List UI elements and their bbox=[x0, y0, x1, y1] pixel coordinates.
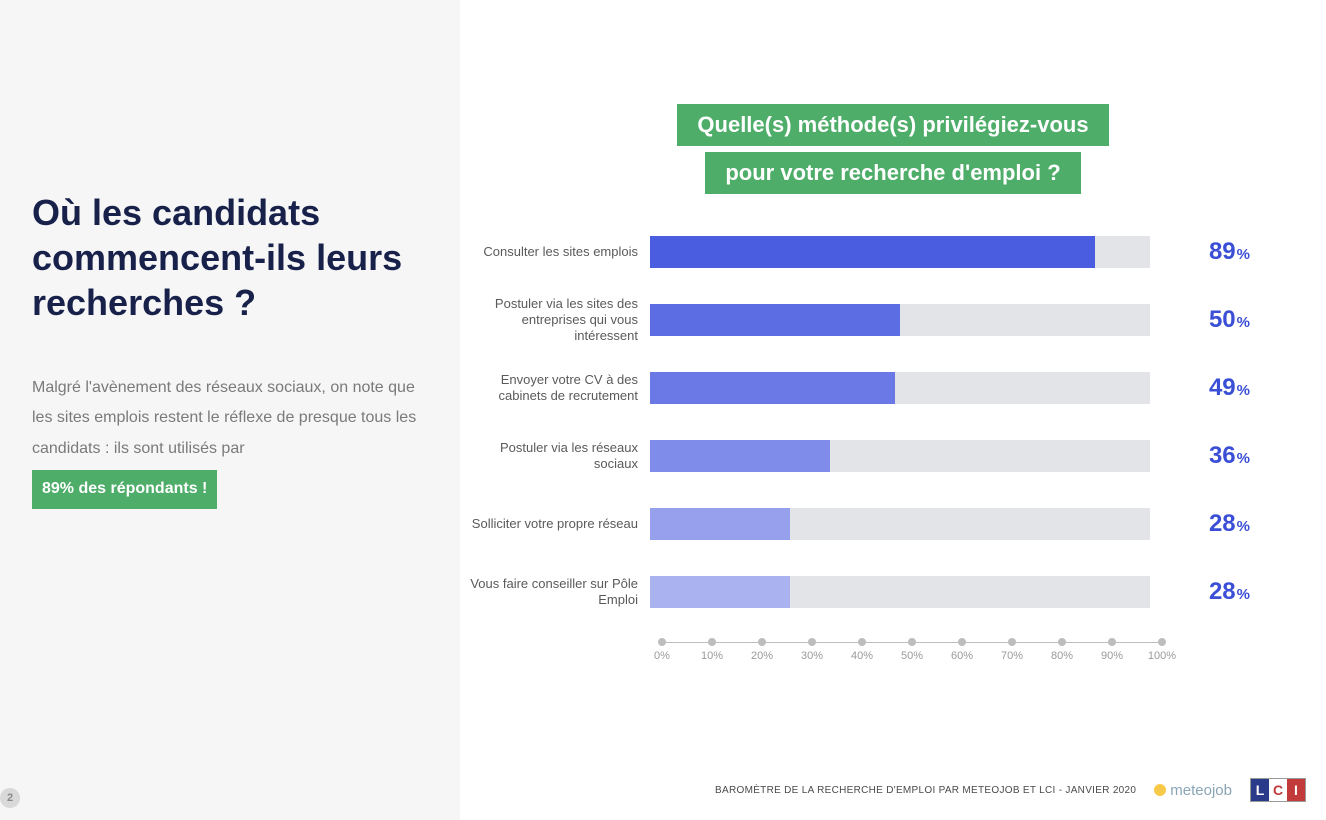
bar-fill bbox=[650, 576, 790, 608]
bar-track bbox=[650, 440, 1150, 472]
axis-tick bbox=[708, 638, 716, 646]
bar-fill bbox=[650, 304, 900, 336]
axis-tick bbox=[658, 638, 666, 646]
bar-label: Envoyer votre CV à des cabinets de recru… bbox=[470, 372, 650, 405]
axis-tick-label: 20% bbox=[751, 650, 773, 662]
meteojob-logo: meteojob bbox=[1154, 782, 1232, 799]
axis-tick bbox=[908, 638, 916, 646]
bar-label: Vous faire conseiller sur Pôle Emploi bbox=[470, 576, 650, 609]
lci-letter: C bbox=[1269, 779, 1287, 801]
axis-tick-label: 50% bbox=[901, 650, 923, 662]
chart-row: Consulter les sites emplois 89% bbox=[470, 230, 1300, 274]
bar-track bbox=[650, 508, 1150, 540]
question-line-1: Quelle(s) méthode(s) privilégiez-vous bbox=[677, 104, 1108, 146]
question-heading: Quelle(s) méthode(s) privilégiez-vous po… bbox=[460, 104, 1326, 194]
highlight-badge: 89% des répondants ! bbox=[32, 470, 217, 508]
left-panel: Où les candidats commencent-ils leurs re… bbox=[0, 0, 460, 820]
chart-row: Envoyer votre CV à des cabinets de recru… bbox=[470, 366, 1300, 410]
axis-tick bbox=[1108, 638, 1116, 646]
intro-paragraph: Malgré l'avènement des réseaux sociaux, … bbox=[32, 373, 420, 509]
bar-fill bbox=[650, 508, 790, 540]
bar-chart: Consulter les sites emplois 89% Postuler v… bbox=[470, 230, 1300, 668]
axis-tick bbox=[1158, 638, 1166, 646]
bar-value: 28% bbox=[1150, 578, 1250, 606]
bar-fill bbox=[650, 372, 895, 404]
axis-tick-label: 80% bbox=[1051, 650, 1073, 662]
page-number: 2 bbox=[0, 788, 20, 808]
lci-letter: L bbox=[1251, 779, 1269, 801]
sun-icon bbox=[1154, 784, 1166, 796]
footer-text: BAROMÈTRE DE LA RECHERCHE D'EMPLOI PAR M… bbox=[715, 785, 1136, 796]
footer: BAROMÈTRE DE LA RECHERCHE D'EMPLOI PAR M… bbox=[715, 778, 1306, 802]
axis-tick-label: 30% bbox=[801, 650, 823, 662]
bar-label: Consulter les sites emplois bbox=[470, 244, 650, 260]
bar-track bbox=[650, 576, 1150, 608]
chart-row: Postuler via les réseaux sociaux 36% bbox=[470, 434, 1300, 478]
axis-tick bbox=[858, 638, 866, 646]
right-panel: Quelle(s) méthode(s) privilégiez-vous po… bbox=[460, 0, 1326, 820]
lci-logo: LCI bbox=[1250, 778, 1306, 802]
axis-tick-label: 40% bbox=[851, 650, 873, 662]
bar-value: 89% bbox=[1150, 238, 1250, 266]
axis-tick bbox=[958, 638, 966, 646]
axis-tick bbox=[1058, 638, 1066, 646]
axis-tick-label: 90% bbox=[1101, 650, 1123, 662]
axis-tick-label: 60% bbox=[951, 650, 973, 662]
chart-row: Postuler via les sites des entreprises q… bbox=[470, 298, 1300, 342]
bar-fill bbox=[650, 440, 830, 472]
bar-value: 36% bbox=[1150, 442, 1250, 470]
meteojob-label: meteojob bbox=[1170, 782, 1232, 799]
bar-label: Postuler via les réseaux sociaux bbox=[470, 440, 650, 473]
x-axis: 0%10%20%30%40%50%60%70%80%90%100% bbox=[662, 638, 1162, 668]
bar-value: 50% bbox=[1150, 306, 1250, 334]
bar-track bbox=[650, 236, 1150, 268]
bar-value: 49% bbox=[1150, 374, 1250, 402]
axis-tick bbox=[758, 638, 766, 646]
intro-text: Malgré l'avènement des réseaux sociaux, … bbox=[32, 379, 416, 457]
chart-row: Solliciter votre propre réseau 28% bbox=[470, 502, 1300, 546]
bar-fill bbox=[650, 236, 1095, 268]
bar-label: Solliciter votre propre réseau bbox=[470, 516, 650, 532]
axis-tick-label: 10% bbox=[701, 650, 723, 662]
bar-value: 28% bbox=[1150, 510, 1250, 538]
bar-label: Postuler via les sites des entreprises q… bbox=[470, 296, 650, 345]
question-line-2: pour votre recherche d'emploi ? bbox=[705, 152, 1080, 194]
axis-tick-label: 70% bbox=[1001, 650, 1023, 662]
page-title: Où les candidats commencent-ils leurs re… bbox=[32, 190, 420, 325]
bar-track bbox=[650, 372, 1150, 404]
axis-tick bbox=[1008, 638, 1016, 646]
bar-track bbox=[650, 304, 1150, 336]
axis-tick bbox=[808, 638, 816, 646]
axis-tick-label: 100% bbox=[1148, 650, 1176, 662]
chart-row: Vous faire conseiller sur Pôle Emploi 28% bbox=[470, 570, 1300, 614]
lci-letter: I bbox=[1287, 779, 1305, 801]
axis-tick-label: 0% bbox=[654, 650, 670, 662]
